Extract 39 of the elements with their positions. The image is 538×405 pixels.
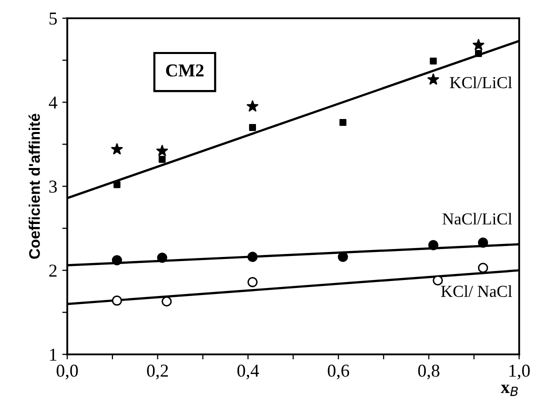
y-tick-label: 5 (50, 12, 57, 25)
y-tick-label: 2 (49, 264, 57, 277)
point (112, 255, 122, 266)
point (162, 296, 172, 307)
x-tick-label: 0,4 (237, 364, 260, 380)
point (113, 181, 120, 188)
x-tick-label: 0,2 (147, 364, 168, 380)
x-tick-label: 0,6 (328, 364, 350, 380)
y-tick-label: 1 (50, 348, 56, 361)
point (249, 124, 256, 131)
point (430, 58, 437, 65)
series-label: KCl/LiCl (450, 76, 512, 88)
point (478, 262, 488, 273)
series-label: KCl/ NaCl (441, 285, 512, 297)
point (246, 100, 258, 112)
point (432, 275, 443, 286)
point (338, 252, 348, 262)
x-tick-label: 0,0 (56, 364, 78, 380)
point (428, 240, 438, 250)
point (247, 277, 258, 288)
point (158, 156, 166, 163)
x-tick-label: 0,8 (418, 364, 440, 380)
y-tick-label: 4 (48, 96, 58, 109)
point (475, 50, 482, 57)
point (157, 252, 168, 263)
point (156, 144, 168, 156)
point (472, 39, 484, 50)
y-axis-title: Coefficient d'affinité (28, 114, 40, 259)
annotation: CM2 (166, 64, 204, 77)
point (247, 252, 258, 262)
x-tick-label: 1,0 (509, 364, 530, 380)
point (427, 74, 440, 85)
point (339, 118, 346, 126)
point (111, 143, 123, 154)
point (478, 238, 488, 248)
point (112, 296, 122, 306)
y-tick-label: 3 (49, 180, 57, 193)
x-axis-title: x$_{B}$ (500, 384, 518, 396)
series-label: NaCl/LiCl (442, 212, 512, 225)
